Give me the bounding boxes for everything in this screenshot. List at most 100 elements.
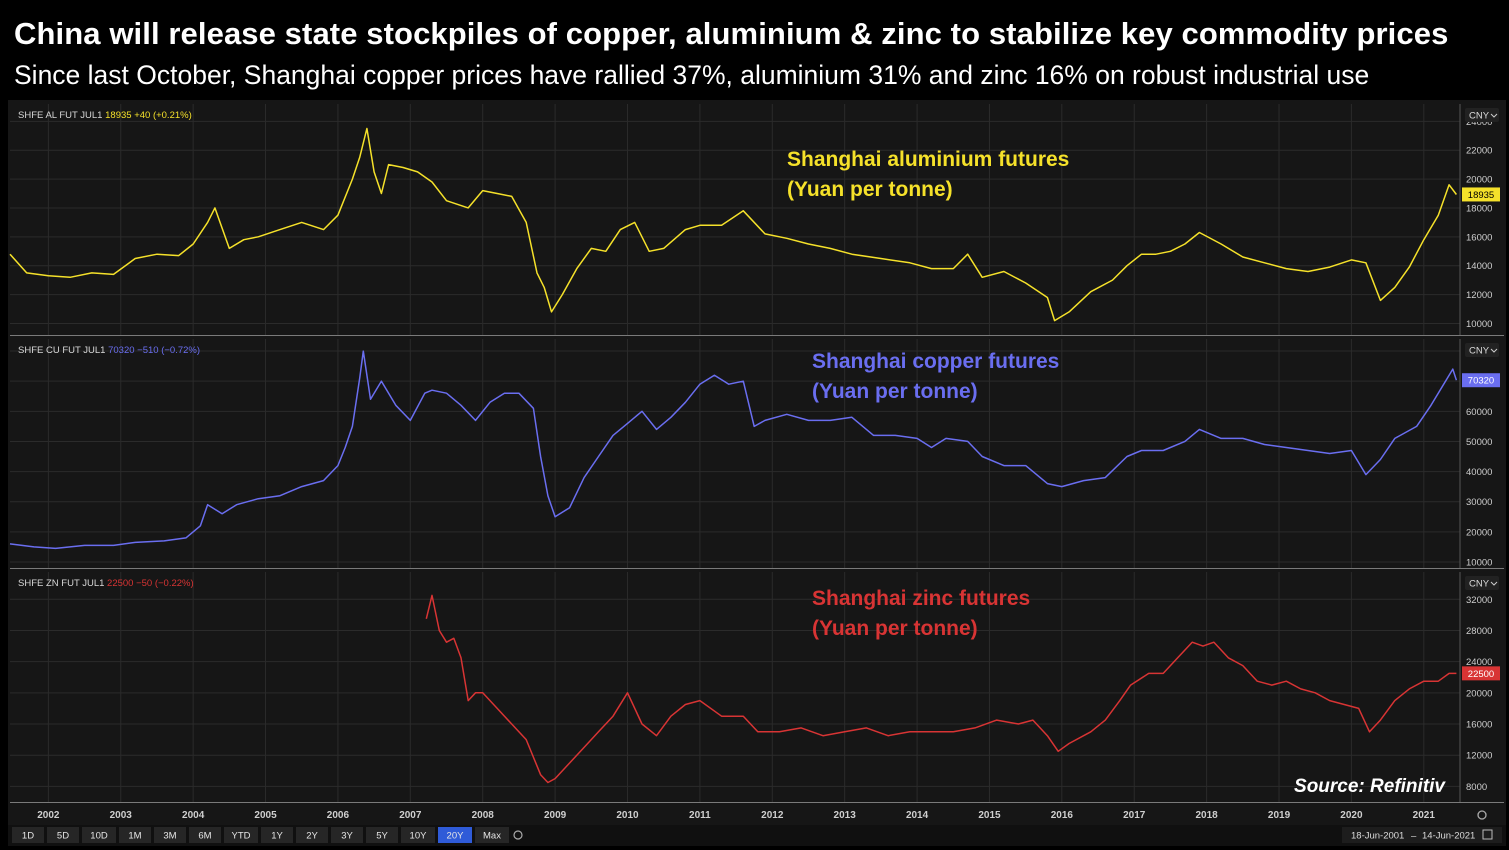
x-tick-label: 2020: [1340, 810, 1363, 821]
page-subtitle: Since last October, Shanghai copper pric…: [14, 60, 1370, 90]
x-tick-label: 2019: [1268, 810, 1291, 821]
currency-label: CNY: [1469, 346, 1490, 357]
series-annotation: Shanghai aluminium futures: [787, 148, 1069, 171]
y-tick-label: 20000: [1466, 688, 1492, 699]
x-tick-label: 2011: [689, 810, 711, 821]
range-button-2y[interactable]: [296, 827, 328, 843]
range-button-label: 10D: [90, 831, 108, 842]
x-tick-label: 2012: [761, 810, 784, 821]
last-value-label: 22500: [1468, 669, 1494, 680]
x-tick-label: 2005: [254, 810, 277, 821]
series-annotation: Shanghai copper futures: [812, 350, 1059, 373]
y-tick-label: 16000: [1466, 720, 1492, 731]
y-tick-label: 18000: [1466, 203, 1492, 214]
range-button-10y[interactable]: [401, 827, 435, 843]
y-tick-label: 60000: [1466, 407, 1492, 418]
last-price-value: 22500: [107, 578, 136, 589]
y-tick-label: 30000: [1466, 497, 1492, 508]
x-tick-label: 2008: [472, 810, 495, 821]
y-tick-label: 12000: [1466, 290, 1492, 301]
series-annotation: Shanghai zinc futures: [812, 587, 1030, 610]
range-button-10d[interactable]: [82, 827, 116, 843]
range-button-1y[interactable]: [261, 827, 293, 843]
x-tick-label: 2021: [1413, 810, 1436, 821]
calendar-icon[interactable]: [1482, 829, 1493, 840]
currency-selector[interactable]: [1465, 343, 1499, 357]
y-tick-label: 32000: [1466, 595, 1492, 606]
chevron-down-icon: [1490, 113, 1498, 118]
series-annotation: (Yuan per tonne): [812, 617, 978, 640]
range-button-label: 1Y: [271, 831, 283, 842]
chevron-down-icon: [1490, 348, 1498, 353]
panel-aluminium[interactable]: 10000 12000 14000 16000 18000 20000 22000 24000…: [9, 104, 1504, 336]
y-tick-label: 24000: [1466, 117, 1492, 128]
chart-background: [8, 100, 1506, 846]
range-button-label: 3M: [163, 831, 176, 842]
x-tick-label: 2006: [327, 810, 350, 821]
date-from: 18-Jun-2001: [1351, 831, 1404, 842]
range-button-1d[interactable]: [12, 827, 44, 843]
y-tick-label: 24000: [1466, 657, 1492, 668]
range-button-label: 1M: [128, 831, 141, 842]
range-button-3m[interactable]: [154, 827, 186, 843]
last-value-badge: [1462, 187, 1500, 202]
range-button-label: 20Y: [447, 831, 465, 842]
y-tick-label: 50000: [1466, 437, 1492, 448]
x-tick-label: 2010: [616, 810, 639, 821]
gear-icon[interactable]: [1477, 810, 1487, 820]
series-line-zinc: [425, 594, 1457, 784]
y-tick-label: 28000: [1466, 626, 1492, 637]
range-button-ytd[interactable]: [224, 827, 258, 843]
panel-info: SHFE ZN FUT JUL1 22500 −50 (−0.22%): [18, 578, 194, 589]
y-tick-label: 20000: [1466, 527, 1492, 538]
last-value-badge: [1462, 373, 1500, 388]
range-button-6m[interactable]: [189, 827, 221, 843]
x-tick-label: 2003: [110, 810, 133, 821]
y-tick-label: 20000: [1466, 175, 1492, 186]
range-button-label: 1D: [22, 831, 34, 842]
last-price-value: 18935: [105, 110, 134, 121]
range-button-label: 6M: [198, 831, 211, 842]
y-tick-label: 12000: [1466, 751, 1492, 762]
x-tick-label: 2016: [1051, 810, 1074, 821]
currency-selector[interactable]: [1465, 576, 1499, 590]
x-tick-label: 2017: [1123, 810, 1146, 821]
ticker-label: SHFE AL FUT JUL1: [18, 110, 105, 121]
currency-selector[interactable]: [1465, 108, 1499, 122]
x-tick-label: 2018: [1196, 810, 1219, 821]
ticker-label: SHFE ZN FUT JUL1: [18, 578, 107, 589]
series-line-copper: [9, 350, 1458, 550]
currency-label: CNY: [1469, 579, 1490, 590]
y-tick-label: 10000: [1466, 557, 1492, 568]
panel-zinc[interactable]: 8000 12000 16000 20000 24000 28000 32000 SHFE Z…: [10, 572, 1504, 803]
settings-icon[interactable]: [513, 830, 523, 840]
y-tick-label: 10000: [1466, 319, 1492, 330]
currency-label: CNY: [1469, 111, 1490, 122]
series-annotation: (Yuan per tonne): [812, 380, 978, 403]
change-value: +40 (+0.21%): [134, 110, 192, 121]
panel-info: SHFE AL FUT JUL1 18935 +40 (+0.21%): [18, 110, 192, 121]
range-button-3y[interactable]: [331, 827, 363, 843]
panel-copper[interactable]: 1000020000300004000050000600007000080000…: [9, 339, 1504, 569]
source-label: Source: Refinitiv: [1294, 776, 1446, 797]
x-tick-label: 2015: [978, 810, 1001, 821]
date-to: 14-Jun-2021: [1422, 831, 1475, 842]
ticker-label: SHFE CU FUT JUL1: [18, 345, 108, 356]
date-separator: –: [1411, 831, 1417, 842]
range-button-5d[interactable]: [47, 827, 79, 843]
date-range-field[interactable]: [1342, 827, 1502, 843]
range-button-label: YTD: [232, 831, 251, 842]
range-button-5y[interactable]: [366, 827, 398, 843]
series-line-aluminium: [9, 127, 1457, 322]
last-value-label: 70320: [1468, 376, 1494, 387]
range-button-label: 2Y: [306, 831, 318, 842]
range-toolbar[interactable]: 1D 5D 10D 1M 3M 6M YTD 1Y 2Y 3Y 5Y 10Y 20Y Max 18-Jun-…: [8, 825, 1506, 846]
range-button-label: 5Y: [376, 831, 388, 842]
series-annotation: (Yuan per tonne): [787, 178, 953, 201]
range-button-max[interactable]: [475, 827, 509, 843]
y-tick-label: 16000: [1466, 232, 1492, 243]
range-button-1m[interactable]: [119, 827, 151, 843]
x-tick-label: 2004: [182, 810, 205, 821]
range-button-20y[interactable]: [438, 827, 472, 843]
